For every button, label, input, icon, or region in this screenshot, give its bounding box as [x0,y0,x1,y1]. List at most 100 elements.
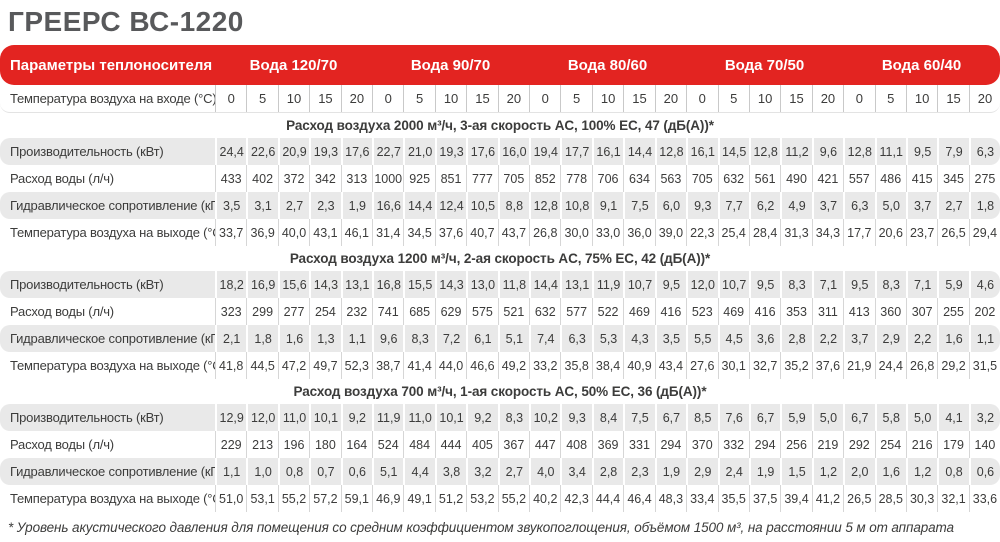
data-cell: 38,7 [372,352,403,379]
row-cells: 24,4 22,6 20,9 19,3 17,6 22,7 21,0 19,3 17,6 16,0… [215,138,1000,165]
row-cells: 2,1 1,8 1,6 1,3 1,1 9,6 8,3 7,2 6,1 5,1 7,4 6,3 5,3 4… [215,325,1000,352]
table-row: Гидравлическое сопротивление (кПа) 1,1 1,0… [0,458,1000,485]
data-cell: 292 [843,431,874,458]
data-cell: 14,3 [309,271,340,298]
data-cell: 49,1 [403,485,434,512]
data-cell: 15,5 [403,271,434,298]
data-cell: 4,1 [937,404,968,431]
data-cell: 778 [560,165,591,192]
data-cell: 447 [529,431,560,458]
data-cell: 31,4 [372,219,403,246]
data-cell: 13,0 [466,271,497,298]
data-cell: 6,1 [466,325,497,352]
data-cell: 2,9 [874,325,906,352]
inlet-temp-cell: 0 [529,85,560,112]
data-cell: 7,9 [937,138,968,165]
data-cell: 345 [937,165,968,192]
data-cell: 1,2 [811,458,843,485]
data-cell: 706 [591,165,623,192]
table-header-row: Параметры теплоносителя (°C) Вода 120/70… [0,45,1000,85]
data-cell: 16,1 [686,138,717,165]
data-cell: 4,5 [717,325,749,352]
inlet-temp-cell: 0 [372,85,403,112]
data-cell: 10,5 [466,192,497,219]
data-cell: 6,7 [654,404,686,431]
data-cell: 469 [623,298,654,325]
data-cell: 9,5 [905,138,937,165]
data-cell: 12,0 [246,404,277,431]
data-cell: 256 [780,431,811,458]
data-cell: 277 [277,298,309,325]
data-cell: 12,8 [654,138,686,165]
data-cell: 2,7 [937,192,968,219]
data-cell: 557 [843,165,874,192]
row-cells: 433 402 372 342 313 1000 925 851 777 705 852 778 706… [215,165,1000,192]
data-cell: 12,8 [529,192,560,219]
data-cell: 741 [372,298,403,325]
data-cell: 3,7 [905,192,937,219]
inlet-temp-cell: 15 [623,85,654,112]
data-cell: 632 [717,165,749,192]
data-cell: 232 [340,298,372,325]
row-cells: 33,7 36,9 40,0 43,1 46,1 31,4 34,5 37,6 40,7 43,7… [215,219,1000,246]
data-cell: 3,4 [560,458,591,485]
data-cell: 524 [372,431,403,458]
data-cell: 24,4 [215,138,246,165]
data-cell: 629 [434,298,466,325]
data-cell: 43,4 [654,352,686,379]
data-cell: 415 [905,165,937,192]
data-cell: 433 [215,165,246,192]
table-row: Гидравлическое сопротивление (кПа) 2,1 1,8… [0,325,1000,352]
data-cell: 332 [717,431,749,458]
table-row: Гидравлическое сопротивление (кПа) 3,5 3,1… [0,192,1000,219]
data-cell: 12,8 [748,138,780,165]
data-cell: 9,2 [466,404,497,431]
data-cell: 4,3 [623,325,654,352]
inlet-temp-cell: 10 [591,85,623,112]
data-cell: 16,8 [372,271,403,298]
data-cell: 41,2 [811,485,843,512]
inlet-temp-cell: 10 [748,85,780,112]
data-cell: 27,6 [686,352,717,379]
data-cell: 24,4 [874,352,906,379]
data-cell: 5,1 [497,325,529,352]
data-cell: 8,4 [591,404,623,431]
inlet-temperature-label: Температура воздуха на входе (°C) [10,91,215,106]
data-cell: 294 [748,431,780,458]
row-label: Производительность (кВт) [10,410,164,425]
data-cell: 213 [246,431,277,458]
header-group: Вода 70/50 [724,56,805,74]
data-cell: 3,8 [434,458,466,485]
data-cell: 33,4 [686,485,717,512]
inlet-temp-cell: 10 [434,85,466,112]
data-cell: 13,1 [340,271,372,298]
data-cell: 32,7 [748,352,780,379]
data-cell: 408 [560,431,591,458]
data-cell: 51,0 [215,485,246,512]
data-cell: 7,1 [905,271,937,298]
data-cell: 2,3 [623,458,654,485]
data-cell: 21,0 [403,138,434,165]
data-cell: 10,7 [717,271,749,298]
data-cell: 38,4 [591,352,623,379]
data-cell: 6,3 [843,192,874,219]
row-cells: 12,9 12,0 11,0 10,1 9,2 11,9 11,0 10,1 9,2 8,3 10,… [215,404,1000,431]
row-label: Температура воздуха на выходе (°C) [10,225,215,240]
data-cell: 323 [215,298,246,325]
data-cell: 521 [497,298,529,325]
data-cell: 486 [874,165,906,192]
data-cell: 1000 [372,165,403,192]
data-cell: 9,6 [811,138,843,165]
data-cell: 12,9 [215,404,246,431]
inlet-temp-cell: 15 [937,85,968,112]
data-cell: 14,4 [623,138,654,165]
data-cell: 851 [434,165,466,192]
data-cell: 369 [591,431,623,458]
header-params-label: Параметры теплоносителя (°C) [10,56,215,74]
data-cell: 46,1 [340,219,372,246]
data-cell: 23,7 [905,219,937,246]
data-cell: 413 [843,298,874,325]
data-cell: 1,0 [246,458,277,485]
data-cell: 405 [466,431,497,458]
data-cell: 9,1 [591,192,623,219]
